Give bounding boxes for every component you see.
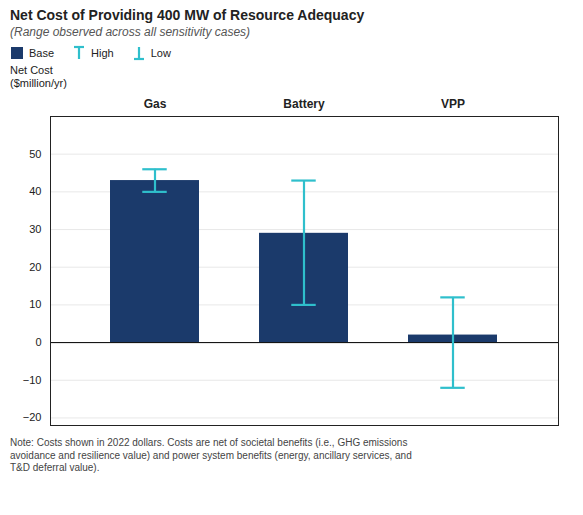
- svg-text:50: 50: [29, 148, 41, 160]
- svg-text:10: 10: [29, 298, 41, 310]
- html-text:Net Cost of Providing 400 MW o: Net Cost of Providing 400 MW of Resource…: [10, 7, 365, 23]
- svg-text:Gas: Gas: [144, 97, 167, 111]
- svg-text:30: 30: [29, 223, 41, 235]
- html-text:High: High: [91, 47, 114, 59]
- svg-text:0: 0: [35, 336, 41, 348]
- html-text:Low: Low: [150, 47, 171, 59]
- html-text:Note: Costs shown in 2022 doll: Note: Costs shown in 2022 dollars. Costs…: [10, 437, 412, 473]
- svg-text:−20: −20: [23, 411, 42, 423]
- svg-text:Battery: Battery: [283, 97, 325, 111]
- html-text:Net Cost ($million/yr): Net Cost ($million/yr): [10, 64, 67, 89]
- svg-text:VPP: VPP: [441, 97, 465, 111]
- html-text:(Range observed across all sen: (Range observed across all sensitivity c…: [10, 25, 251, 39]
- svg-text:40: 40: [29, 185, 41, 197]
- svg-text:20: 20: [29, 261, 41, 273]
- html-text:Base: Base: [29, 47, 55, 59]
- svg-text:−10: −10: [23, 374, 42, 386]
